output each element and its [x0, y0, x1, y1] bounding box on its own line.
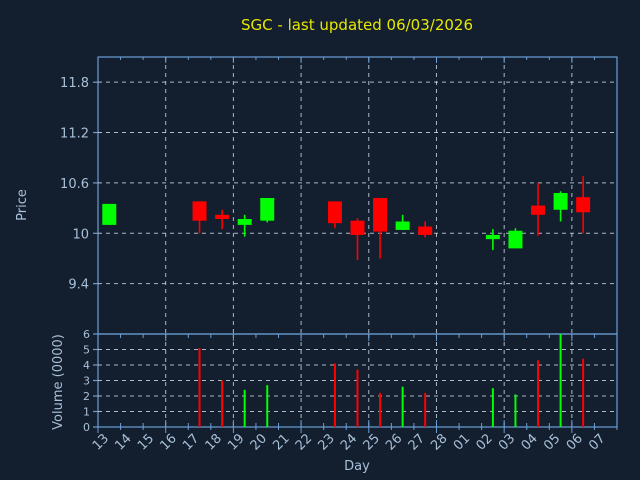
price-axis-label: Price — [15, 189, 30, 221]
price-ytick-label: 10.6 — [60, 177, 89, 192]
candle-body — [395, 221, 410, 230]
price-ytick-label: 10 — [72, 227, 89, 242]
candlestick — [553, 191, 568, 222]
candle-body — [237, 219, 252, 225]
candlestick — [508, 228, 523, 249]
candle-body — [553, 192, 568, 210]
candle-body — [373, 198, 388, 232]
candle-body — [485, 234, 500, 240]
candlestick — [260, 198, 275, 223]
candlestick — [531, 182, 546, 236]
candle-body — [531, 205, 546, 215]
candle-body — [102, 203, 117, 225]
candlestick — [350, 218, 365, 261]
x-axis-label: Day — [344, 459, 370, 474]
x-axis-tick-labels: 13 14 15 16 17 18 19 20 21 22 23 24 25 26 27 28 01 02 03 04… — [90, 431, 609, 453]
candle-body — [350, 220, 365, 235]
candlestick — [418, 221, 433, 238]
candle-body — [418, 226, 433, 235]
volume-ytick-label: 5 — [83, 344, 90, 357]
price-ytick-label: 11.2 — [60, 127, 89, 142]
volume-panel: 0 1 2 3 4 5 6 — [83, 328, 618, 434]
chart-title: SGC - last updated 06/03/2026 — [241, 16, 473, 34]
volume-ytick-label: 3 — [83, 375, 90, 388]
volume-axis-label: Volume (0000) — [51, 334, 66, 430]
volume-ytick-label: 2 — [83, 390, 90, 403]
volume-ytick-label: 0 — [83, 421, 90, 434]
volume-ytick-label: 6 — [83, 328, 90, 341]
price-ytick-label: 11.8 — [60, 76, 89, 91]
candlestick — [215, 209, 230, 230]
candle-body — [260, 198, 275, 221]
candle-body — [215, 214, 230, 220]
candlestick — [192, 201, 207, 234]
candlestick — [102, 203, 117, 225]
price-ytick-label: 9.4 — [68, 278, 89, 293]
candle-body — [327, 201, 342, 224]
volume-ytick-label: 1 — [83, 406, 90, 419]
candle-body — [576, 197, 591, 213]
candlestick — [576, 176, 591, 234]
volume-ytick-label: 4 — [83, 359, 90, 372]
price-panel: 9.4 10 10.6 11.2 11.8 — [60, 56, 618, 335]
candle-body — [508, 230, 523, 249]
candlestick — [373, 198, 388, 259]
candlestick — [395, 214, 410, 230]
candle-body — [192, 201, 207, 221]
candlestick — [237, 214, 252, 237]
candlestick — [485, 229, 500, 251]
candlestick — [327, 201, 342, 229]
